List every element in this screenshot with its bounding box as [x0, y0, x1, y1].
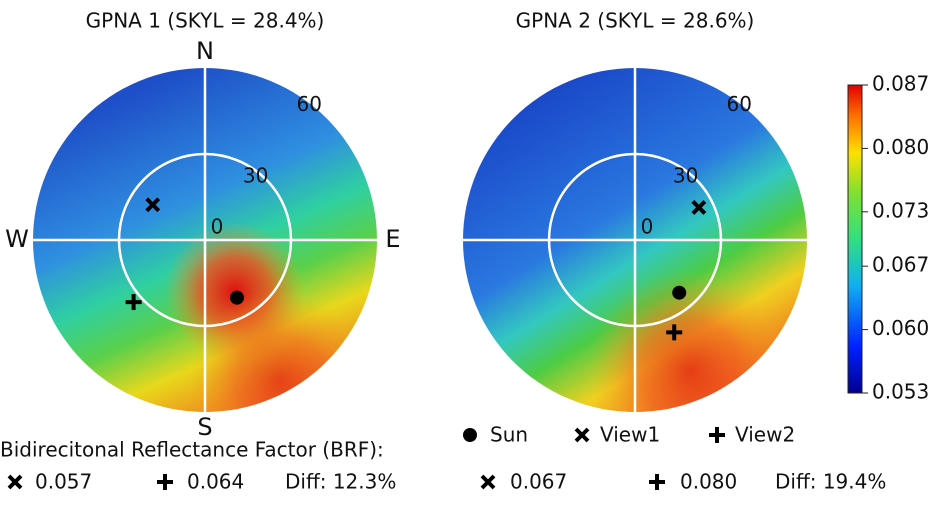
direction-label: N	[196, 37, 214, 65]
marker-shape	[7, 474, 23, 490]
brf-value: 0.067	[510, 470, 567, 494]
colorbar	[847, 84, 863, 394]
marker-shape	[672, 285, 687, 300]
marker-shape	[463, 428, 477, 442]
marker-shape	[480, 474, 496, 490]
brf-value: 0.064	[187, 470, 244, 494]
marker-shape	[145, 197, 161, 213]
colorbar-tick-label: 0.067	[872, 253, 929, 277]
chart-title: GPNA 1 (SKYL = 28.4%)	[86, 9, 325, 33]
colorbar-tick-label: 0.053	[872, 380, 929, 404]
marker-x	[480, 474, 496, 490]
legend-label: Sun	[490, 423, 528, 447]
marker-plus	[157, 474, 173, 490]
marker-x	[145, 197, 161, 213]
brf-diff: Diff: 12.3%	[285, 470, 396, 494]
r-tick-label: 30	[243, 164, 268, 188]
marker-x	[7, 474, 23, 490]
brf-value: 0.080	[680, 470, 737, 494]
colorbar-tick-label: 0.060	[872, 316, 929, 340]
marker-plus	[666, 324, 683, 341]
brf-value: 0.057	[35, 470, 92, 494]
marker-circle	[463, 428, 477, 442]
marker-circle	[672, 285, 687, 300]
colorbar-tick-label: 0.073	[872, 198, 929, 222]
marker-plus	[709, 427, 725, 443]
r-tick-label: 60	[726, 92, 751, 116]
colorbar-tick-label: 0.080	[872, 135, 929, 159]
marker-shape	[229, 290, 244, 305]
r-tick-label: 0	[641, 215, 654, 239]
direction-label: E	[385, 225, 400, 253]
r-tick-label: 60	[296, 92, 321, 116]
marker-x	[574, 427, 590, 443]
direction-label: W	[5, 225, 29, 253]
brf-diff: Diff: 19.4%	[775, 470, 886, 494]
legend-label: View2	[735, 423, 795, 447]
ring	[117, 152, 293, 328]
marker-plus	[125, 294, 142, 311]
brf-caption: Bidirecitonal Reflectance Factor (BRF):	[0, 438, 384, 462]
colorbar-tick-label: 0.087	[872, 72, 929, 96]
ring	[547, 152, 723, 328]
chart-title: GPNA 2 (SKYL = 28.6%)	[516, 9, 755, 33]
direction-label: S	[197, 413, 212, 441]
r-tick-label: 30	[673, 164, 698, 188]
marker-x	[691, 200, 707, 215]
r-tick-label: 0	[211, 215, 224, 239]
marker-plus	[649, 474, 665, 490]
marker-circle	[229, 290, 244, 305]
marker-shape	[574, 427, 590, 443]
marker-shape	[691, 200, 707, 215]
legend-label: View1	[600, 423, 660, 447]
